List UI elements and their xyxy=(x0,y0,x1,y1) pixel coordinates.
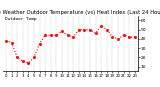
Text: Outdoor Temp: Outdoor Temp xyxy=(4,17,36,21)
Title: Milwaukee Weather Outdoor Temperature (vs) Heat Index (Last 24 Hours): Milwaukee Weather Outdoor Temperature (v… xyxy=(0,10,160,15)
